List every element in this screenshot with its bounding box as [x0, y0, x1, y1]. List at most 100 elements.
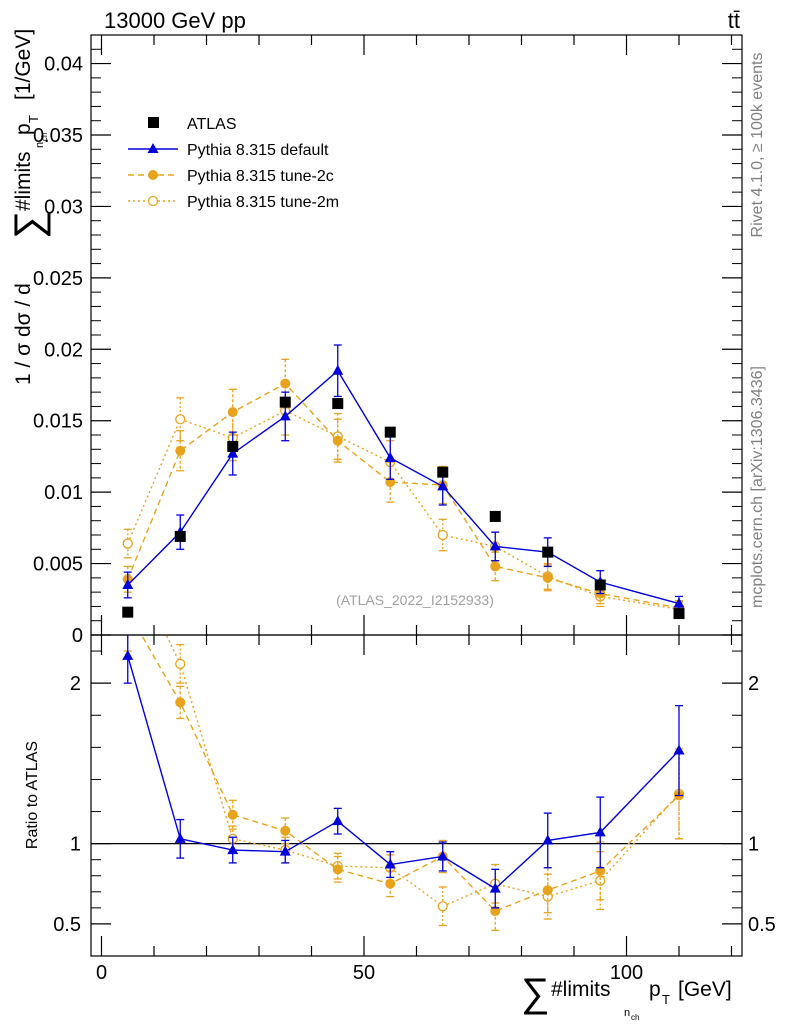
xtick-label: 100: [610, 962, 643, 984]
pythia-8-315-default-point: [122, 579, 134, 589]
ratio-series: [122, 635, 685, 931]
pythia-8-315-tune-2c-point: [385, 878, 396, 889]
pythia-8-315-tune-2c-point: [175, 445, 186, 456]
pythia-8-315-tune-2c-point: [542, 572, 553, 583]
main-ytick-label: 0.04: [44, 54, 83, 76]
pythia-8-315-default-point: [384, 858, 396, 869]
pythia-8-315-tune-2c-point: [280, 825, 291, 836]
ratio-ytick-label: 2: [70, 673, 81, 695]
pythia-8-315-default-point: [332, 364, 344, 375]
main-ytick-label: 0.035: [33, 125, 83, 147]
main-ylabel-unit: [1/GeV]: [12, 29, 35, 100]
mcplots-label: mcplots.cern.ch [arXiv:1306.3436]: [749, 366, 766, 608]
pythia-8-315-tune-2m-point: [122, 538, 133, 549]
main-y-axis: 0 0.005 0.01 0.015 0.02 0.025 0.03 0.035 0.04: [33, 48, 742, 647]
ratio-ytick-label-right: 0.5: [748, 914, 776, 936]
pythia-8-315-default-point: [227, 447, 239, 458]
atlas-data-point: [279, 396, 291, 408]
legend-tune2c-marker: [148, 170, 158, 180]
pythia-8-315-default-point: [437, 480, 449, 491]
ratio-y-axis-label: Ratio to ATLAS: [24, 741, 41, 849]
legend-tune2m-marker: [147, 195, 159, 207]
main-ytick-label: 0.01: [44, 482, 83, 504]
pythia-8-315-tune-2m-point: [175, 414, 186, 425]
pythia-8-315-tune-2c-point: [542, 885, 553, 896]
legend-tune2c-label: Pythia 8.315 tune-2c: [187, 168, 334, 185]
legend-atlas-marker: [148, 117, 159, 128]
ratio-y-axis: 0.5 0.5 1 1 2 2: [53, 650, 776, 936]
analysis-annotation: (ATLAS_2022_I2152933): [336, 592, 494, 608]
pythia-8-315-default-point: [279, 845, 291, 856]
xlabel-nch: n: [624, 1007, 630, 1019]
main-ytick-label: 0.005: [33, 554, 83, 576]
main-ylabel-nch-sub: ch: [40, 133, 49, 141]
xtick-label: 0: [96, 962, 107, 984]
ratio-ytick-label: 1: [70, 834, 81, 856]
atlas-data-point: [489, 510, 501, 522]
pythia-8-315-default-point: [673, 744, 685, 755]
xlabel-p: p: [649, 978, 661, 1001]
pythia-8-315-default-point: [542, 834, 554, 845]
pythia-8-315-tune-2c-point: [175, 697, 186, 708]
pythia-8-315-default-line: [127, 369, 680, 605]
xlabel-t: T: [662, 992, 670, 1007]
legend-default-label: Pythia 8.315 default: [187, 142, 329, 159]
pythia-8-315-default-point: [594, 826, 606, 837]
main-ytick-label: 0.02: [44, 339, 83, 361]
ratio-ytick-label-right: 2: [748, 673, 759, 695]
main-ylabel-limits: #limits: [12, 151, 35, 211]
pythia-8-315-tune-2m-point: [437, 901, 448, 912]
atlas-data-point: [542, 546, 554, 558]
pythia-8-315-default-point: [489, 882, 501, 893]
pythia-8-315-default-point: [332, 815, 344, 826]
header-process: tt̄: [728, 8, 740, 33]
pythia-8-315-tune-2c-point: [332, 864, 343, 875]
atlas-data-point: [174, 530, 186, 542]
pythia-8-315-default-point: [122, 649, 134, 660]
pythia-8-315-tune-2c-point: [332, 435, 343, 446]
atlas-data-point: [227, 440, 239, 452]
main-ylabel-sum: ∑: [7, 210, 51, 239]
pythia-8-315-default-point: [279, 410, 291, 421]
xtick-label: 50: [353, 962, 375, 984]
atlas-data-point: [437, 466, 449, 478]
pythia-8-315-tune-2c-point: [280, 378, 291, 389]
xlabel-limits: #limits: [551, 978, 611, 1001]
main-ylabel-t: T: [26, 115, 41, 123]
pythia-8-315-tune-2m-point: [437, 529, 448, 541]
main-ytick-label: 0.025: [33, 268, 83, 290]
atlas-data-point: [594, 579, 606, 591]
main-ytick-label: 0.03: [44, 196, 83, 218]
legend-atlas-label: ATLAS: [187, 116, 237, 133]
pythia-8-315-default-point: [437, 850, 449, 861]
main-y-axis-label: 1 / σ dσ / d ∑ #limits n ch p T [1/GeV]: [7, 29, 51, 385]
pythia-8-315-tune-2c-line: [140, 635, 680, 912]
main-ylabel-p: p: [12, 123, 35, 135]
atlas-data-point: [384, 426, 396, 438]
pythia-8-315-tune-2c-point: [227, 809, 238, 820]
xlabel-sum: ∑: [521, 971, 550, 1015]
pythia-8-315-tune-2m-point: [175, 658, 186, 670]
ratio-ytick-label: 0.5: [53, 914, 81, 936]
pythia-8-315-default-point: [489, 540, 501, 551]
main-ylabel-text: 1 / σ dσ / d: [12, 283, 35, 385]
pythia-8-315-default-point: [174, 832, 186, 843]
xlabel-nch-sub: ch: [631, 1013, 639, 1022]
pythia-8-315-tune-2m-point: [595, 875, 606, 886]
pythia-8-315-tune-2c-point: [490, 561, 501, 572]
pythia-8-315-default-point: [673, 597, 685, 608]
legend-tune2m-label: Pythia 8.315 tune-2m: [187, 194, 339, 211]
xlabel-unit: [GeV]: [678, 978, 732, 1001]
x-axis-label: ∑ #limits n ch p T [GeV]: [521, 971, 732, 1022]
ratio-frame: [90, 634, 743, 957]
atlas-data-point: [122, 606, 134, 618]
header-title: 13000 GeV pp: [104, 8, 246, 33]
pythia-8-315-tune-2c-line: [127, 382, 680, 609]
ratio-ytick-label-right: 1: [748, 834, 759, 856]
main-ylabel-nch: n: [34, 142, 46, 148]
atlas-data-point: [673, 608, 685, 620]
pythia-8-315-tune-2c-point: [595, 865, 606, 876]
atlas-data-point: [332, 398, 344, 410]
main-ytick-label: 0.015: [33, 411, 83, 433]
